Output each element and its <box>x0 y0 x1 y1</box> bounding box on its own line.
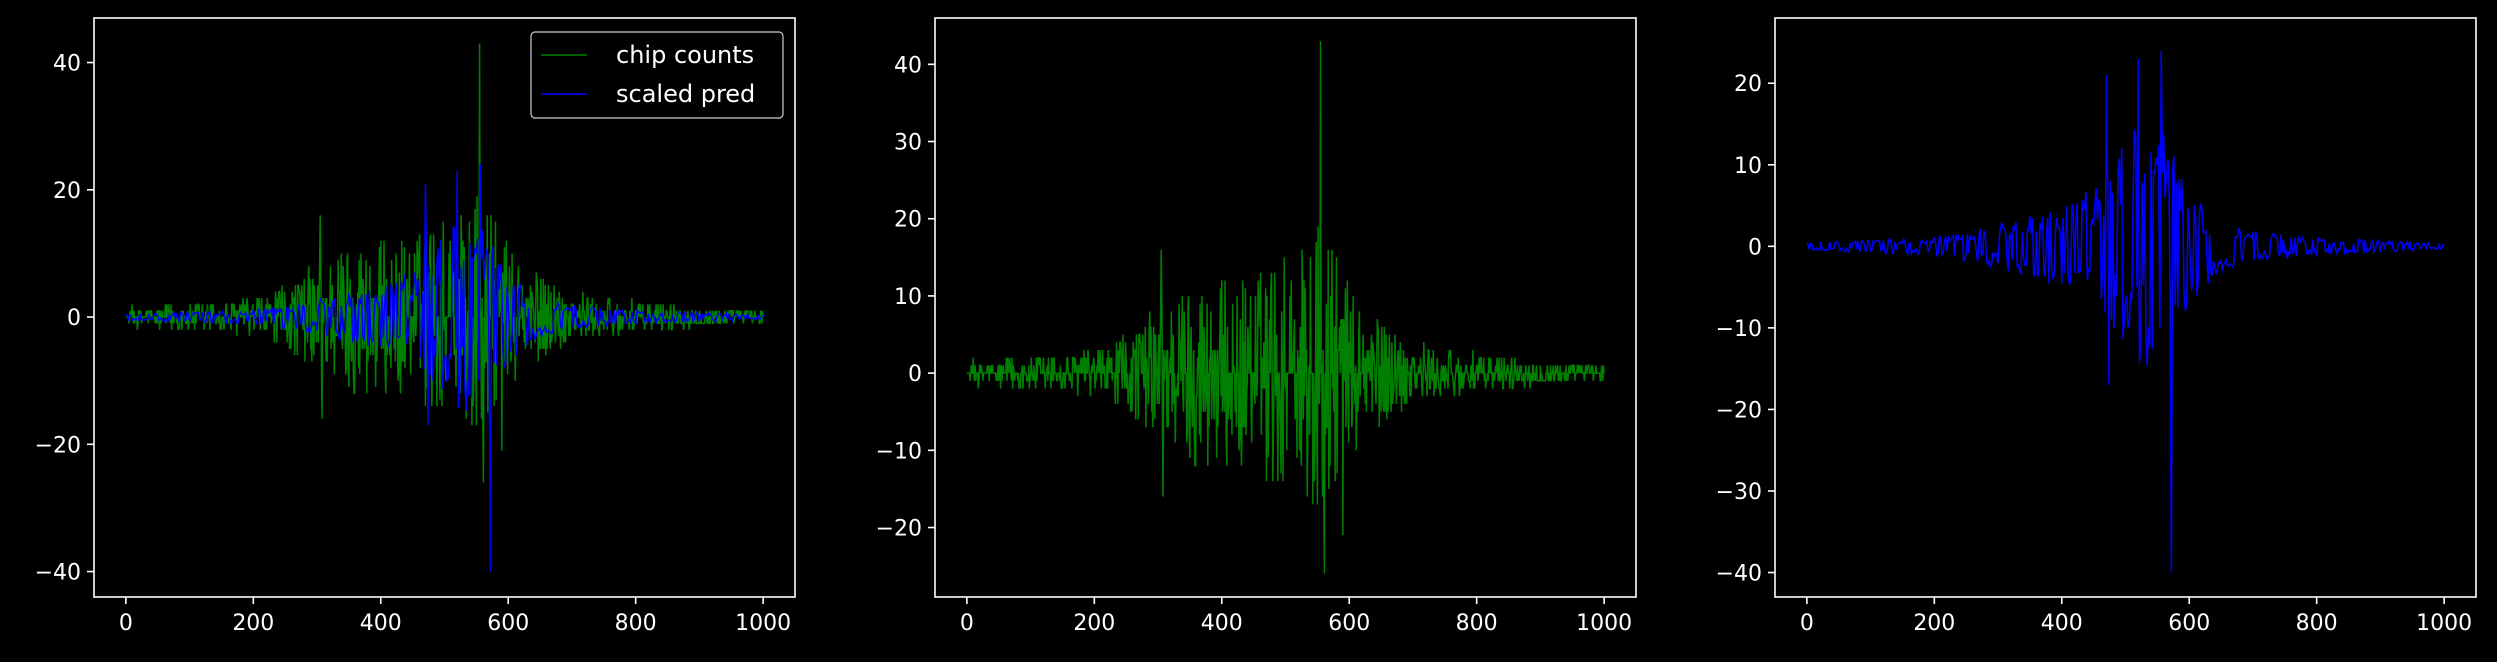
x-tick-label: 400 <box>360 611 402 636</box>
x-tick-label: 800 <box>1456 611 1498 636</box>
legend-label: scaled pred <box>616 80 755 108</box>
x-tick-label: 800 <box>615 611 657 636</box>
y-tick-label: 10 <box>894 285 922 310</box>
x-tick-label: 200 <box>232 611 274 636</box>
legend-box <box>530 31 784 119</box>
x-tick-label: 1000 <box>1576 611 1632 636</box>
chart-panel-3: 0 200 400 600 800 1000 −40 −30 −20 −10 0 10 20 <box>1716 17 2477 636</box>
axes-frame <box>934 17 1637 598</box>
y-tick-label: 40 <box>53 52 81 77</box>
y-tick-label: −40 <box>35 561 81 586</box>
legend-label: chip counts <box>616 41 754 69</box>
y-tick-label: 10 <box>1734 154 1762 179</box>
y-tick-label: −10 <box>876 439 922 464</box>
y-tick-label: 0 <box>67 306 81 331</box>
legend: chip counts scaled pred <box>530 31 784 119</box>
axes-frame <box>1774 17 2477 598</box>
y-tick-label: −40 <box>1716 562 1762 587</box>
x-tick-label: 600 <box>1328 611 1370 636</box>
x-tick-label: 200 <box>1913 611 1955 636</box>
y-tick-label: −20 <box>1716 398 1762 423</box>
y-tick-label: 0 <box>908 362 922 387</box>
x-tick-label: 800 <box>2296 611 2338 636</box>
series-line-series-1 <box>966 41 1605 574</box>
y-tick-label: 20 <box>53 179 81 204</box>
x-tick-label: 600 <box>2168 611 2210 636</box>
x-tick-label: 0 <box>960 611 974 636</box>
plot-area <box>1806 50 2445 573</box>
y-tick-label: 40 <box>894 53 922 78</box>
y-tick-label: −30 <box>1716 480 1762 505</box>
y-tick-label: −10 <box>1716 317 1762 342</box>
y-tick-label: −20 <box>876 517 922 542</box>
x-tick-label: 1000 <box>2416 611 2472 636</box>
plot-area <box>125 43 764 572</box>
axes-frame <box>93 17 796 598</box>
chart-panel-2: 0 200 400 600 800 1000 −20 −10 0 10 20 30 40 <box>876 17 1637 636</box>
y-tick-label: 20 <box>894 208 922 233</box>
x-tick-label: 0 <box>1800 611 1814 636</box>
x-tick-label: 400 <box>1201 611 1243 636</box>
x-tick-label: 600 <box>487 611 529 636</box>
series-line-series-1 <box>1806 50 2445 573</box>
x-tick-label: 0 <box>119 611 133 636</box>
y-tick-label: −20 <box>35 433 81 458</box>
x-tick-label: 200 <box>1073 611 1115 636</box>
y-tick-label: 20 <box>1734 72 1762 97</box>
chart-panel-1: 0 200 400 600 800 1000 −40 −20 0 20 40 chip counts s… <box>35 17 796 636</box>
y-tick-label: 30 <box>894 131 922 156</box>
x-tick-label: 400 <box>2041 611 2083 636</box>
series-line-scaled-pred <box>125 164 764 572</box>
plot-area <box>966 41 1605 574</box>
x-tick-label: 1000 <box>735 611 791 636</box>
y-tick-label: 0 <box>1748 235 1762 260</box>
